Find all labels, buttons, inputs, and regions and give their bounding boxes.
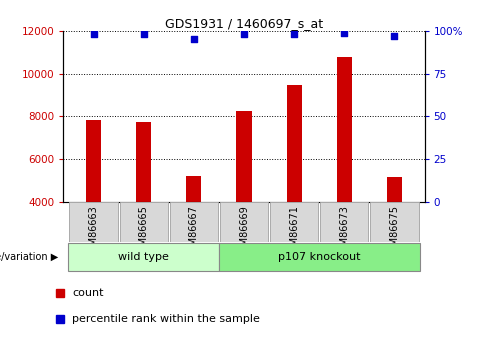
- Text: wild type: wild type: [118, 252, 169, 262]
- Bar: [337, 57, 352, 202]
- Text: percentile rank within the sample: percentile rank within the sample: [72, 314, 260, 324]
- Text: genotype/variation ▶: genotype/variation ▶: [0, 252, 59, 262]
- Bar: [220, 202, 268, 242]
- Text: count: count: [72, 288, 104, 298]
- Text: GSM86667: GSM86667: [189, 205, 199, 258]
- Text: GSM86665: GSM86665: [139, 205, 149, 258]
- Bar: [170, 202, 218, 242]
- Bar: [186, 176, 202, 202]
- Text: GSM86669: GSM86669: [239, 205, 249, 258]
- Bar: [69, 202, 118, 242]
- Bar: [68, 243, 219, 271]
- Bar: [219, 243, 420, 271]
- Bar: [120, 202, 168, 242]
- Point: [140, 32, 147, 37]
- Point: [90, 32, 98, 37]
- Text: GSM86671: GSM86671: [289, 205, 299, 258]
- Point: [390, 33, 398, 39]
- Text: GSM86663: GSM86663: [88, 205, 99, 258]
- Text: GSM86675: GSM86675: [389, 205, 400, 258]
- Bar: [387, 177, 402, 202]
- Bar: [86, 120, 101, 202]
- Title: GDS1931 / 1460697_s_at: GDS1931 / 1460697_s_at: [165, 17, 323, 30]
- Point: [240, 31, 248, 36]
- Bar: [237, 111, 251, 202]
- Point: [290, 32, 298, 37]
- Point: [190, 36, 198, 41]
- Text: GSM86673: GSM86673: [339, 205, 349, 258]
- Bar: [370, 202, 419, 242]
- Point: [341, 30, 348, 36]
- Bar: [286, 86, 302, 202]
- Bar: [320, 202, 368, 242]
- Bar: [136, 122, 151, 202]
- Text: p107 knockout: p107 knockout: [278, 252, 361, 262]
- Bar: [270, 202, 318, 242]
